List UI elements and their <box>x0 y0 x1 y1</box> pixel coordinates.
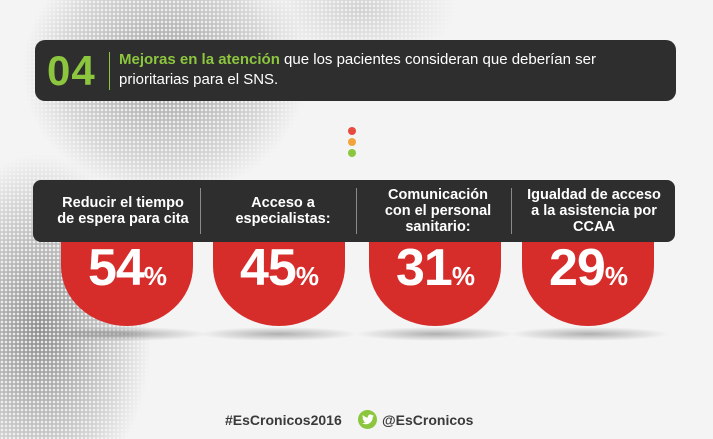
stat-separator <box>200 188 201 234</box>
orange-dot-icon <box>348 138 356 146</box>
stat-label-3: Comunicación con el personal sanitario: <box>384 187 492 235</box>
header-divider <box>109 52 110 90</box>
stat-circle-1: 54% <box>61 208 193 326</box>
header-text: Mejoras en la atención que los pacientes… <box>119 50 664 90</box>
circle-shadow <box>509 327 669 341</box>
stat-label-1: Reducir el tiempo de espera para cita <box>57 195 189 227</box>
stat-value: 31% <box>396 239 475 297</box>
header-highlight: Mejoras en la atención <box>119 51 280 68</box>
stat-value: 54% <box>88 239 167 297</box>
section-number: 04 <box>47 47 96 94</box>
stat-value: 45% <box>240 239 319 297</box>
header-bar: 04 Mejoras en la atención que los pacien… <box>35 40 676 101</box>
stat-value: 29% <box>549 239 628 297</box>
footer-handle[interactable]: @EsCronicos <box>382 412 474 428</box>
stats-bar: Reducir el tiempo de espera para cita Acc… <box>33 180 675 242</box>
circle-shadow <box>198 327 358 341</box>
stat-separator <box>511 188 512 234</box>
circle-shadow <box>48 327 208 341</box>
header-text-rest: que los pacientes consideran que debería… <box>279 51 596 68</box>
twitter-icon[interactable] <box>358 410 377 429</box>
green-dot-icon <box>348 149 356 157</box>
stat-separator <box>356 188 357 234</box>
footer-hashtag[interactable]: #EsCronicos2016 <box>225 412 342 428</box>
red-dot-icon <box>348 127 356 135</box>
stat-label-2: Acceso a especialistas: <box>235 195 331 227</box>
circle-shadow <box>355 327 515 341</box>
stat-label-4: Igualdad de acceso a la asistencia por CCA… <box>527 187 661 235</box>
header-text-line2: prioritarias para el SNS. <box>119 71 279 88</box>
